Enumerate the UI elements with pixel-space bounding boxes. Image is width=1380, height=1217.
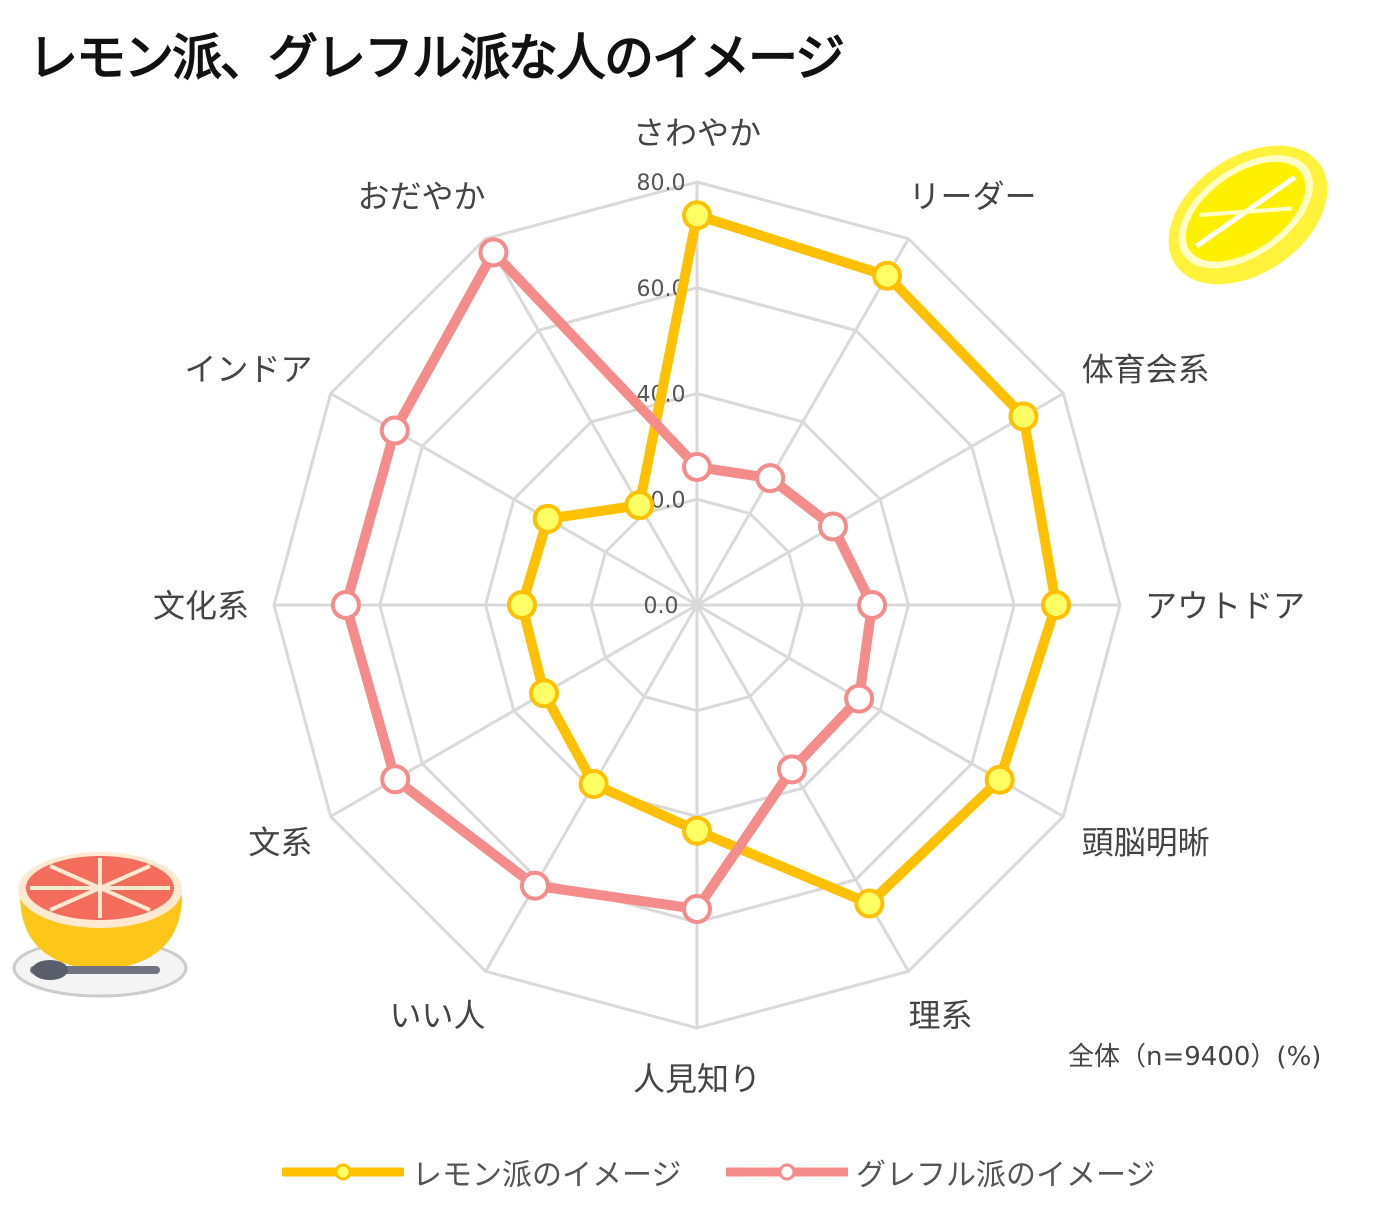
data-point — [682, 200, 712, 231]
legend-label-grapefruit: グレフル派のイメージ — [856, 1158, 1156, 1193]
data-point — [529, 678, 560, 709]
grapefruit-legend-marker-icon — [726, 1163, 848, 1181]
category-label: 文化系 — [153, 587, 249, 625]
category-label: さわやか — [633, 114, 761, 152]
data-point — [776, 754, 807, 785]
tick-label: 0.0 — [644, 594, 679, 619]
data-point — [380, 764, 411, 795]
category-label: アウトドア — [1145, 587, 1305, 625]
tick-label: 80.0 — [637, 171, 686, 196]
data-point — [682, 894, 712, 925]
category-label: いい人 — [389, 997, 485, 1035]
sample-note: 全体（n=9400）(%) — [1068, 1042, 1322, 1072]
legend-label-lemon: レモン派のイメージ — [412, 1158, 682, 1193]
category-label: おだやか — [357, 177, 485, 215]
data-point — [682, 451, 712, 482]
data-point — [844, 683, 875, 714]
lemon-legend-marker-icon — [282, 1163, 404, 1181]
grid-spoke — [695, 237, 910, 606]
data-point — [817, 511, 848, 542]
data-point — [330, 590, 361, 620]
legend-grapefruit[interactable]: グレフル派のイメージ — [726, 1150, 1155, 1194]
data-point — [478, 237, 509, 268]
series-grapefruit — [330, 237, 888, 925]
series-line — [340, 247, 878, 915]
grid-spoke — [696, 392, 1065, 607]
category-label: インドア — [184, 351, 312, 389]
chart-title: レモン派、グレフル派な人のイメージ — [28, 29, 845, 87]
data-point — [984, 764, 1015, 795]
data-point — [1041, 590, 1072, 620]
data-point — [857, 590, 888, 620]
data-point — [854, 888, 885, 919]
category-label: 人見知り — [633, 1060, 761, 1098]
data-point — [578, 769, 609, 800]
grid-spoke — [484, 237, 699, 606]
category-label: リーダー — [909, 177, 1037, 215]
data-point — [519, 870, 550, 901]
data-point — [624, 490, 655, 521]
data-point — [872, 260, 903, 291]
data-point — [532, 503, 563, 534]
data-point — [379, 415, 410, 446]
data-point — [1008, 401, 1039, 432]
data-point — [506, 590, 537, 620]
series-layer — [330, 200, 1072, 925]
category-label: 文系 — [248, 824, 312, 862]
category-label: 理系 — [909, 997, 973, 1035]
category-label: 体育会系 — [1082, 351, 1210, 389]
series-lemon — [506, 200, 1072, 919]
legend-lemon[interactable]: レモン派のイメージ — [282, 1150, 681, 1194]
category-label: 頭脳明晰 — [1082, 824, 1210, 862]
grapefruit-illustration — [12, 852, 188, 998]
lemon-illustration — [1168, 145, 1328, 285]
data-point — [682, 815, 712, 846]
data-point — [755, 463, 786, 494]
